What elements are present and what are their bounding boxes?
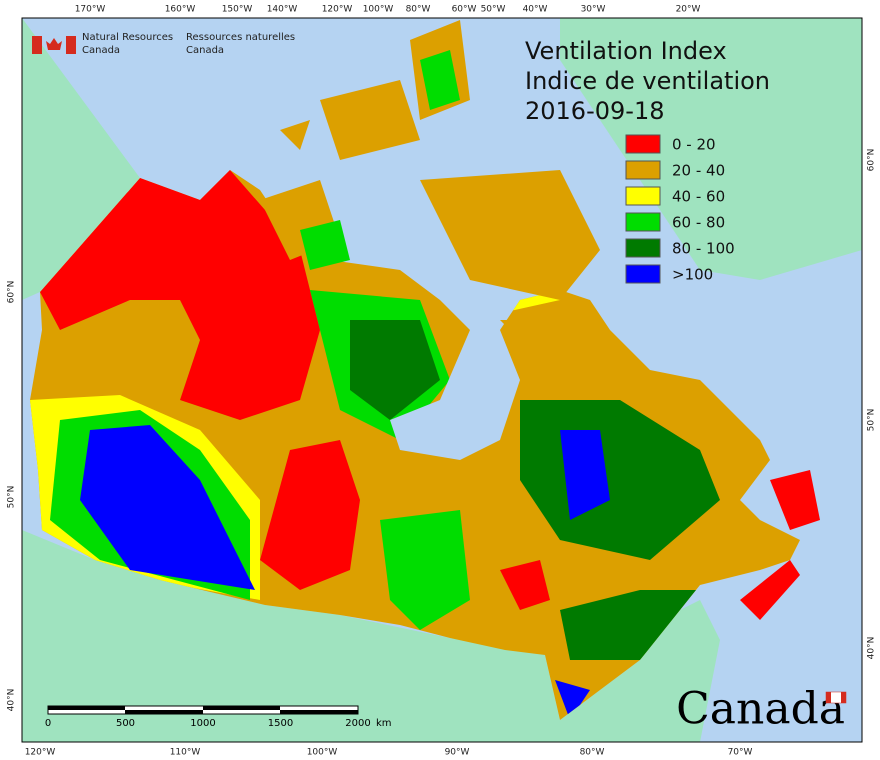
newfoundland <box>740 470 820 620</box>
zone-over-100 <box>560 430 610 520</box>
graticule-label: 20°W <box>676 5 701 15</box>
legend-swatch <box>625 264 661 284</box>
scale-unit: km <box>376 718 392 729</box>
agency-fr: Ressources naturelles <box>186 32 295 43</box>
zone-over-100 <box>555 680 590 720</box>
greenland <box>560 18 862 280</box>
flag-bar <box>826 692 831 703</box>
zone-0-20 <box>40 170 320 420</box>
wordmark: Canada <box>676 684 845 735</box>
flag-bar <box>841 692 846 703</box>
graticule-label: 100°W <box>307 748 338 758</box>
zone-80-100 <box>560 590 700 660</box>
graticule-label: 40°W <box>523 5 548 15</box>
hudson-bay <box>390 330 520 460</box>
flag-bar <box>32 36 42 54</box>
legend-swatch <box>625 186 661 206</box>
agency-en: Canada <box>82 45 120 56</box>
title: 2016-09-18 <box>525 97 664 125</box>
graticule-label: 30°W <box>581 5 606 15</box>
graticule-label: 160°W <box>165 5 196 15</box>
graticule-label: 60°W <box>452 5 477 15</box>
graticule-label: 140°W <box>267 5 298 15</box>
zone-over-100 <box>80 425 255 590</box>
graticule-label: 50°N <box>867 409 877 432</box>
legend-label: 40 - 60 <box>672 188 725 206</box>
graticule-label: 60°N <box>867 149 877 172</box>
graticule-label: 90°W <box>445 748 470 758</box>
legend-label: >100 <box>672 266 713 284</box>
graticule-label: 40°N <box>7 689 17 712</box>
alaska <box>22 18 140 300</box>
scale-label: 1000 <box>190 718 215 729</box>
graticule-label: 170°W <box>75 5 106 15</box>
legend-label: 0 - 20 <box>672 136 716 154</box>
graticule-label: 80°W <box>406 5 431 15</box>
graticule-label: 50°W <box>481 5 506 15</box>
map-frame <box>21 17 863 743</box>
arctic-islands <box>260 20 610 380</box>
scale-label: 500 <box>116 718 135 729</box>
graticule-label: 110°W <box>170 748 201 758</box>
title: Indice de ventilation <box>525 67 770 95</box>
scale-label: 2000 <box>345 718 370 729</box>
zone-0-20 <box>260 440 360 590</box>
flag-bar <box>66 36 76 54</box>
graticule-label: 60°N <box>7 281 17 304</box>
graticule-label: 70°W <box>728 748 753 758</box>
legend-swatch <box>625 134 661 154</box>
graticule-label: 120°W <box>25 748 56 758</box>
legend-label: 80 - 100 <box>672 240 735 258</box>
scale-label: 1500 <box>268 718 293 729</box>
legend-swatch <box>625 160 661 180</box>
scale-segment <box>203 706 280 710</box>
scale-segment <box>280 710 358 714</box>
graticule-label: 80°W <box>580 748 605 758</box>
logo <box>32 36 76 54</box>
title: Ventilation Index <box>525 37 727 65</box>
agency-fr: Canada <box>186 45 224 56</box>
legend-swatch <box>625 212 661 232</box>
scale-bar: 0 500 1000 1500 2000 km <box>45 705 392 729</box>
legend-label: 20 - 40 <box>672 162 725 180</box>
zone-60-80 <box>380 510 470 630</box>
graticule-label: 150°W <box>222 5 253 15</box>
zone-80-100 <box>350 320 440 420</box>
united-states <box>22 530 720 742</box>
graticule-label: 40°N <box>867 637 877 660</box>
legend-label: 60 - 80 <box>672 214 725 232</box>
graticule-label: 120°W <box>322 5 353 15</box>
zone-0-20 <box>500 560 550 610</box>
graticule-label: 50°N <box>7 486 17 509</box>
maple-leaf <box>46 38 62 50</box>
graticule-label: 100°W <box>363 5 394 15</box>
scale-label: 0 <box>45 718 51 729</box>
legend-swatch <box>625 238 661 258</box>
agency-en: Natural Resources <box>82 32 173 43</box>
arctic-islands <box>300 50 460 270</box>
scale-segment <box>48 706 125 710</box>
scale-segment <box>125 710 203 714</box>
wordmark-flag <box>825 691 847 704</box>
